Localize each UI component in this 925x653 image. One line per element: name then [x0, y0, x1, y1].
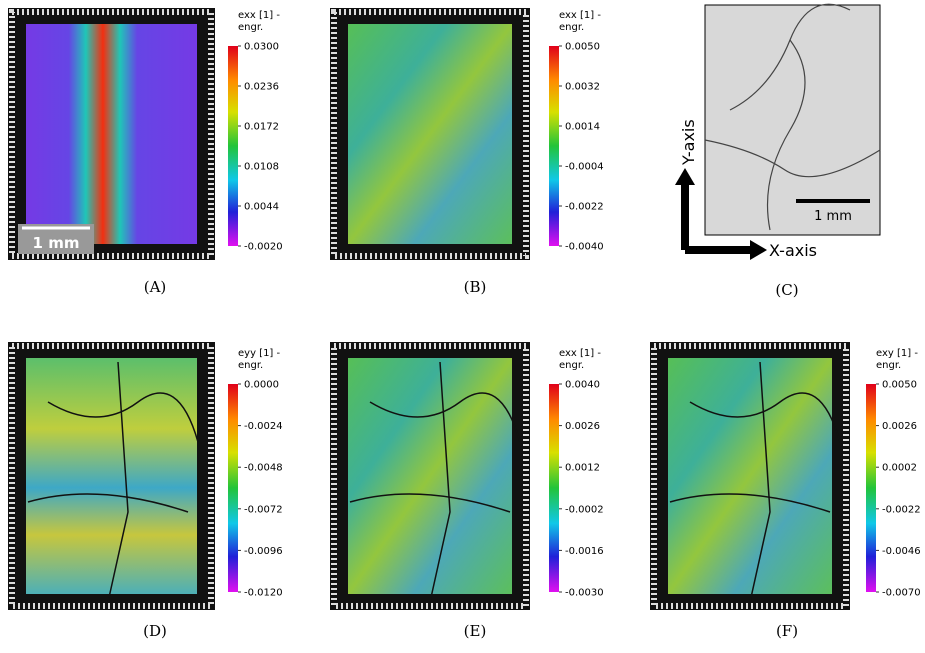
colorbar-tick-label: -0.0070 [882, 588, 921, 599]
colorbar-tick-label: -0.0022 [882, 504, 921, 515]
colorbar-title: eyy [1] - [238, 348, 281, 359]
caption: (D) [143, 622, 167, 640]
strain-map [26, 358, 197, 594]
colorbar-tick-label: -0.0002 [565, 504, 604, 515]
colorbar [228, 384, 238, 592]
colorbar-tick-label: -0.0048 [244, 463, 283, 474]
colorbar [549, 384, 559, 592]
y-axis-label: Y-axis [679, 119, 698, 166]
x-arrowhead [750, 240, 767, 260]
colorbar-tick-label: 0.0026 [565, 421, 600, 432]
colorbar-title: engr. [876, 360, 901, 371]
colorbar-tick-label: -0.0004 [565, 162, 604, 173]
figure: exx [1] -engr.0.03000.02360.01720.01080.… [0, 0, 925, 653]
colorbar [549, 46, 559, 246]
colorbar-title: exx [1] - [559, 348, 601, 359]
colorbar [866, 384, 876, 592]
colorbar-tick-label: 0.0050 [565, 42, 600, 53]
colorbar-tick-label: 0.0026 [882, 421, 917, 432]
colorbar-tick-label: -0.0020 [244, 242, 283, 253]
colorbar-tick-label: -0.0022 [565, 202, 604, 213]
scale-bar-label: 1 mm [33, 234, 80, 252]
colorbar-title: exx [1] - [559, 10, 601, 21]
colorbar-tick-label: -0.0120 [244, 588, 283, 599]
caption: (E) [464, 622, 487, 640]
colorbar-tick-label: 0.0172 [244, 122, 279, 133]
colorbar-tick-label: 0.0108 [244, 162, 279, 173]
colorbar-tick-label: -0.0046 [882, 546, 921, 557]
colorbar-tick-label: 0.0300 [244, 42, 279, 53]
y-arrowhead [675, 168, 695, 185]
caption: (B) [464, 278, 487, 296]
strain-map [348, 24, 512, 244]
colorbar-title: engr. [238, 22, 263, 33]
caption: (C) [775, 281, 798, 299]
colorbar-title: exy [1] - [876, 348, 918, 359]
colorbar-title: exx [1] - [238, 10, 280, 21]
colorbar-tick-label: 0.0044 [244, 202, 279, 213]
colorbar-title: engr. [238, 360, 263, 371]
colorbar-title: engr. [559, 360, 584, 371]
scale-bar-label: 1 mm [814, 209, 852, 224]
colorbar-tick-label: 0.0012 [565, 463, 600, 474]
x-axis-label: X-axis [769, 241, 817, 260]
strain-map [26, 24, 197, 244]
colorbar-tick-label: -0.0016 [565, 546, 604, 557]
colorbar-tick-label: -0.0072 [244, 504, 283, 515]
colorbar-tick-label: -0.0096 [244, 546, 283, 557]
colorbar-tick-label: 0.0002 [882, 463, 917, 474]
caption: (F) [776, 622, 798, 640]
colorbar-tick-label: -0.0030 [565, 588, 604, 599]
colorbar-title: engr. [559, 22, 584, 33]
colorbar-tick-label: 0.0050 [882, 380, 917, 391]
colorbar-tick-label: 0.0236 [244, 82, 279, 93]
colorbar-tick-label: -0.0024 [244, 421, 283, 432]
colorbar-tick-label: 0.0032 [565, 82, 600, 93]
colorbar [228, 46, 238, 246]
colorbar-tick-label: -0.0040 [565, 242, 604, 253]
colorbar-tick-label: 0.0014 [565, 122, 600, 133]
colorbar-tick-label: 0.0040 [565, 380, 600, 391]
caption: (A) [144, 278, 167, 296]
colorbar-tick-label: 0.0000 [244, 380, 279, 391]
